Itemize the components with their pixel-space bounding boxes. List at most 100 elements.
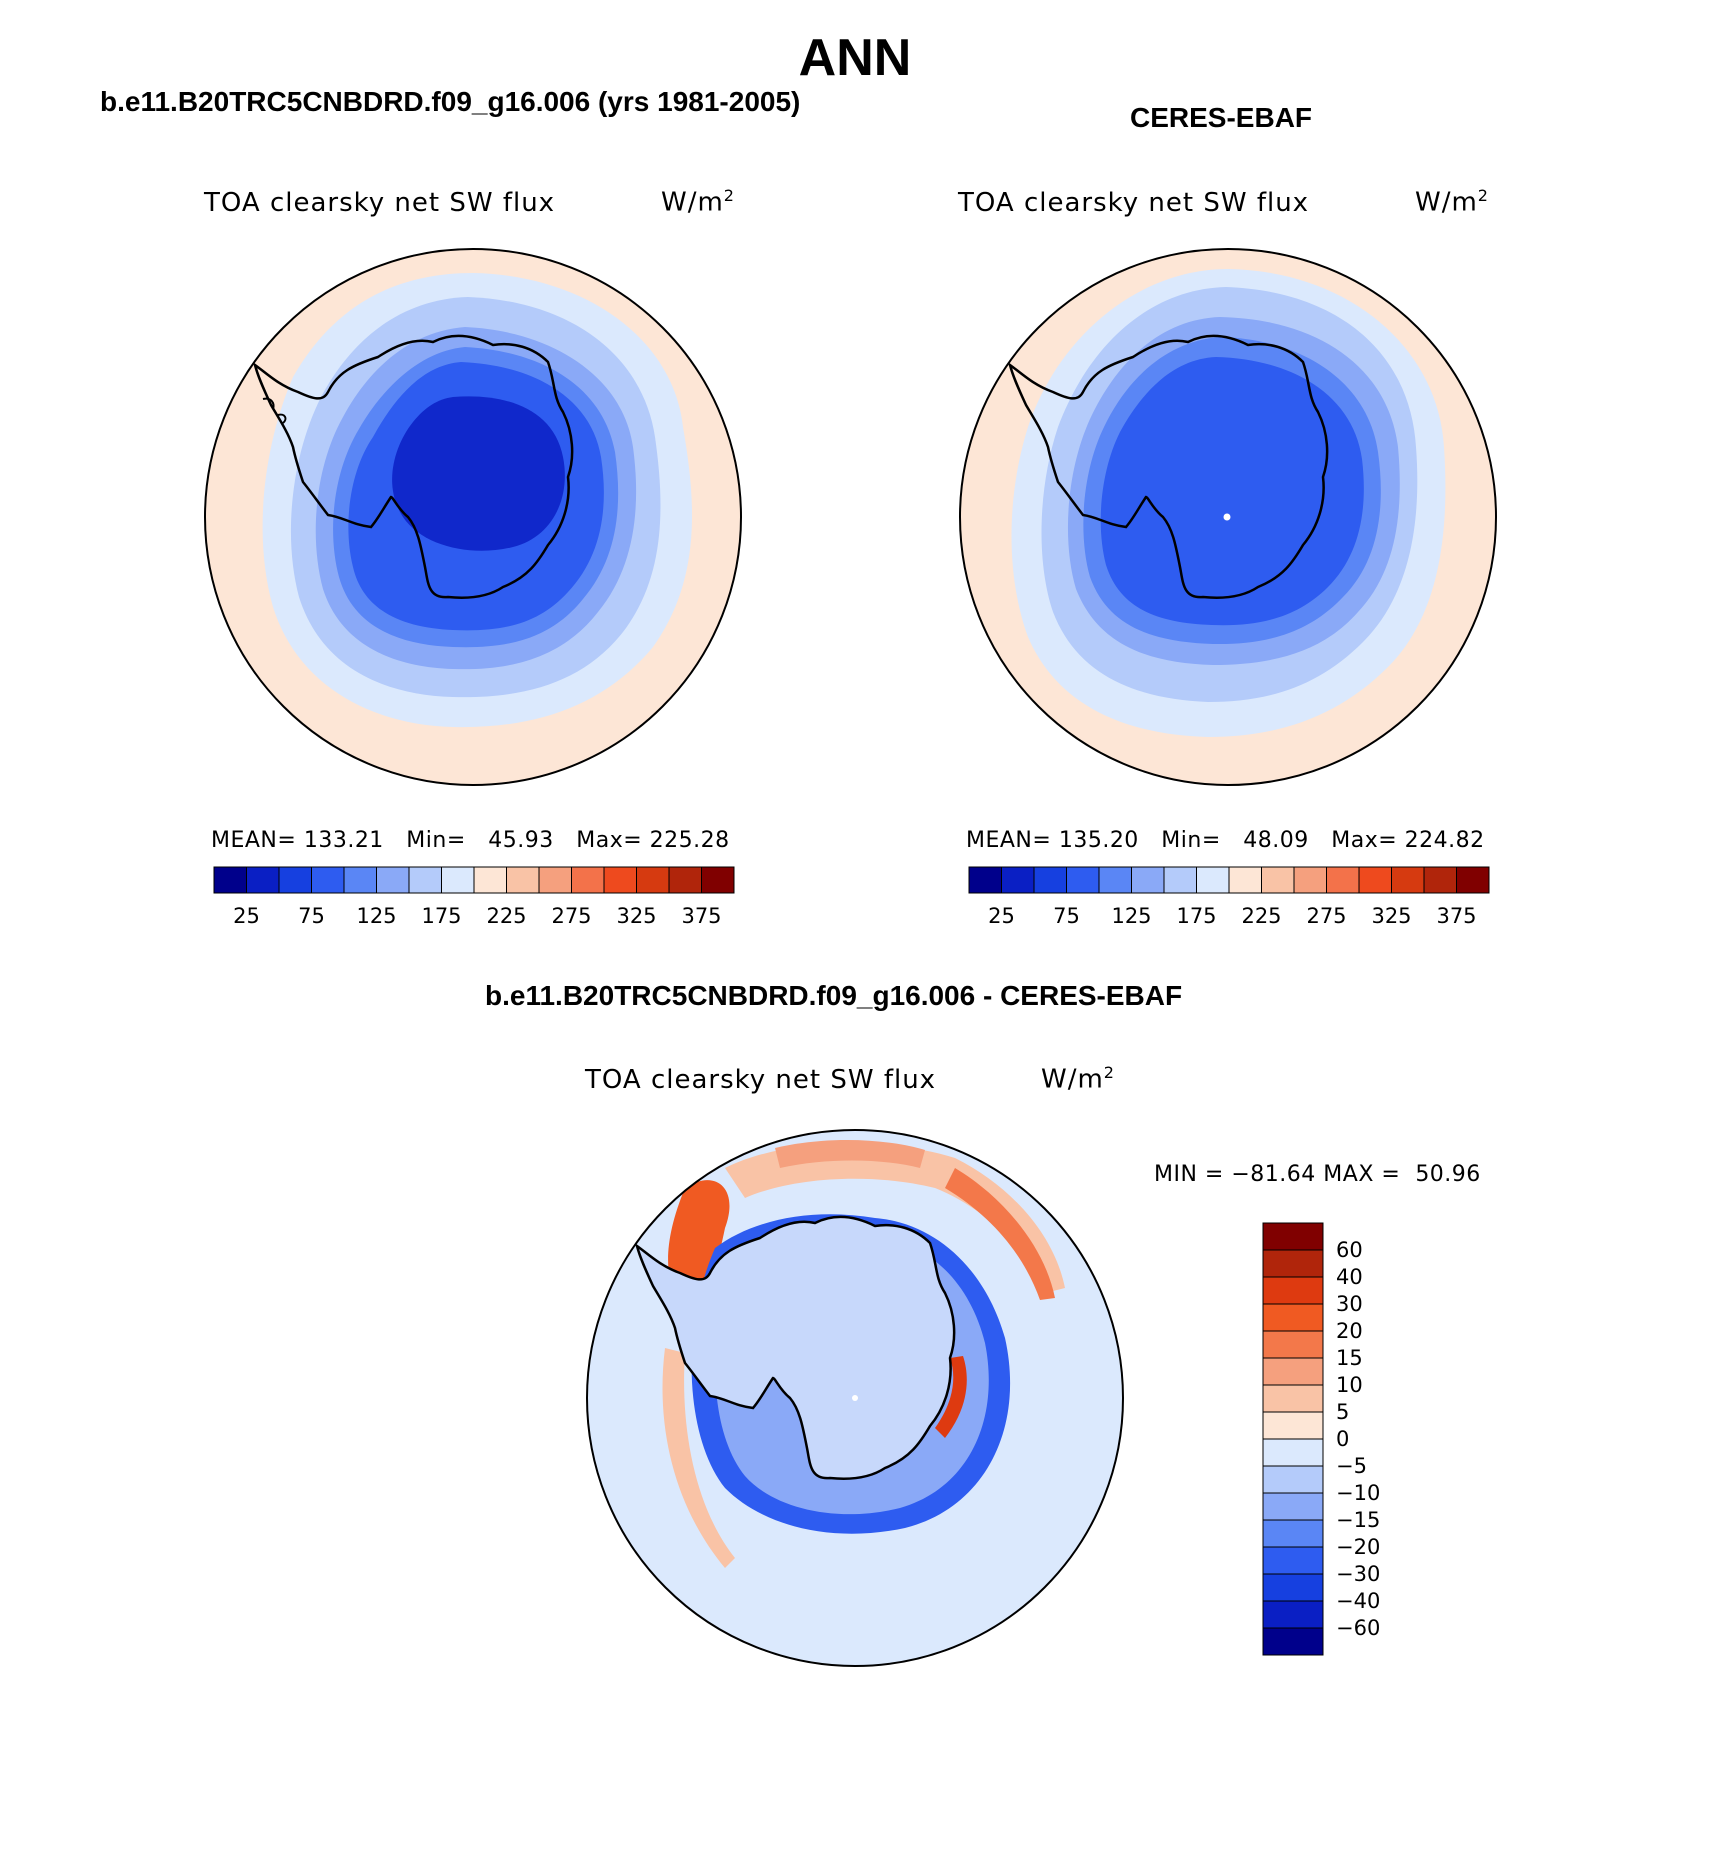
colorbar-tick-label: −30 — [1336, 1562, 1380, 1586]
panel-model-variable: TOA clearsky net SW flux — [204, 188, 556, 218]
map-boundary — [586, 1129, 1124, 1667]
colorbar-cell — [311, 866, 345, 894]
colorbar-cell — [1456, 866, 1490, 894]
colorbar-cell — [1262, 1627, 1324, 1656]
field-band-50 — [392, 396, 565, 551]
colorbar-cell — [1262, 1519, 1324, 1548]
colorbar-cell — [1262, 1330, 1324, 1359]
pole-marker — [1223, 513, 1231, 521]
colorbar-cell — [1262, 1276, 1324, 1305]
colorbar-tick-label: 325 — [616, 904, 656, 928]
panel-model-colorbar: 25 75 125 175 225 275 325 375 — [213, 866, 735, 928]
colorbar-tick-label: 25 — [988, 904, 1015, 928]
colorbar-tick-label: 125 — [356, 904, 396, 928]
colorbar-cell — [1098, 866, 1132, 894]
colorbar-cell — [636, 866, 670, 894]
colorbar-tick-label: 75 — [298, 904, 325, 928]
field-positive-west-arc — [662, 1348, 735, 1568]
colorbar-cell — [473, 866, 507, 894]
colorbar-tick-label: 15 — [1336, 1346, 1363, 1370]
colorbar-tick-label: 40 — [1336, 1265, 1363, 1289]
colorbar-cell — [1066, 866, 1100, 894]
colorbar-cell — [1163, 866, 1197, 894]
colorbar-cell — [1326, 866, 1360, 894]
panel-model-map — [204, 248, 742, 786]
panel-model-units: W/m2 — [661, 186, 735, 218]
colorbar-tick-label: −5 — [1336, 1454, 1367, 1478]
colorbar-tick-label: 30 — [1336, 1292, 1363, 1316]
colorbar-tick-label: −10 — [1336, 1481, 1380, 1505]
colorbar-cell — [1262, 1222, 1324, 1251]
colorbar-cell — [668, 866, 702, 894]
colorbar-tick-label: −40 — [1336, 1589, 1380, 1613]
colorbar-cell — [278, 866, 312, 894]
panel-obs-colorbar: 25 75 125 175 225 275 325 375 — [968, 866, 1490, 928]
panel-obs-title: CERES-EBAF — [1130, 102, 1313, 133]
panel-obs-variable: TOA clearsky net SW flux — [958, 188, 1310, 218]
colorbar-tick-label: 25 — [233, 904, 260, 928]
colorbar-cell — [1262, 1384, 1324, 1413]
colorbar-cell — [1262, 1303, 1324, 1332]
colorbar-cell — [1001, 866, 1035, 894]
panel-diff-map — [586, 1129, 1124, 1667]
field-antarctica-interior — [637, 1216, 955, 1479]
field-band-75 — [1100, 357, 1364, 626]
colorbar-cell — [1033, 866, 1067, 894]
antarctica-coastline — [1007, 334, 1329, 599]
colorbar-cell — [376, 866, 410, 894]
colorbar-cell — [538, 866, 572, 894]
field-positive-outer-ring — [725, 1143, 1065, 1293]
panel-diff-units: W/m2 — [1041, 1063, 1115, 1095]
colorbar-cell — [1391, 866, 1425, 894]
colorbar-tick-label: 375 — [1436, 904, 1476, 928]
colorbar-cell — [1262, 1438, 1324, 1467]
colorbar-tick-label: 225 — [1241, 904, 1281, 928]
pole-marker — [852, 1395, 858, 1401]
colorbar-cell — [1262, 1492, 1324, 1521]
page-title: ANN — [798, 29, 912, 87]
colorbar-cell — [343, 866, 377, 894]
colorbar-cell — [1131, 866, 1165, 894]
colorbar-cell — [1196, 866, 1230, 894]
colorbar-cell — [1293, 866, 1327, 894]
colorbar-tick-label: 375 — [681, 904, 721, 928]
panel-diff-variable: TOA clearsky net SW flux — [585, 1065, 937, 1095]
colorbar-tick-label: 0 — [1336, 1427, 1349, 1451]
field-positive-top-band — [775, 1139, 925, 1168]
colorbar-tick-label: 60 — [1336, 1238, 1363, 1262]
colorbar-cell — [408, 866, 442, 894]
colorbar-cell — [246, 866, 280, 894]
map-boundary — [204, 248, 742, 786]
colorbar-cell — [1262, 1357, 1324, 1386]
panel-diff-minmax: MIN = −81.64 MAX = 50.96 — [1154, 1162, 1481, 1187]
panel-obs-units: W/m2 — [1415, 186, 1489, 218]
panel-diff-colorbar: 60 40 30 20 15 10 5 0 −5 −10 −15 −20 −30 −40 −60 — [1262, 1222, 1380, 1656]
panel-diff-title: b.e11.B20TRC5CNBDRD.f09_g16.006 - CERES-… — [485, 980, 1183, 1011]
colorbar-cell — [1423, 866, 1457, 894]
colorbar-tick-label: 175 — [1176, 904, 1216, 928]
colorbar-cell — [1262, 1411, 1324, 1440]
colorbar-cell — [1262, 1249, 1324, 1278]
colorbar-tick-label: 20 — [1336, 1319, 1363, 1343]
panel-model-stats: MEAN= 133.21 Min= 45.93 Max= 225.28 — [211, 828, 730, 853]
colorbar-cell — [1358, 866, 1392, 894]
colorbar-tick-label: 175 — [421, 904, 461, 928]
panel-obs-map — [959, 248, 1497, 786]
colorbar-cell — [701, 866, 735, 894]
peninsula-islands — [262, 397, 287, 424]
panel-model-title: b.e11.B20TRC5CNBDRD.f09_g16.006 (yrs 198… — [100, 86, 801, 117]
colorbar-tick-label: 125 — [1111, 904, 1151, 928]
colorbar-cell — [1262, 1573, 1324, 1602]
colorbar-cell — [1262, 1600, 1324, 1629]
colorbar-cell — [1262, 1546, 1324, 1575]
antarctica-coastline — [252, 334, 574, 599]
colorbar-cell — [213, 866, 247, 894]
colorbar-tick-label: 325 — [1371, 904, 1411, 928]
colorbar-cell — [441, 866, 475, 894]
colorbar-tick-label: −60 — [1336, 1616, 1380, 1640]
colorbar-cell — [968, 866, 1002, 894]
colorbar-tick-label: 5 — [1336, 1400, 1349, 1424]
colorbar-cell — [1228, 866, 1262, 894]
panel-obs-stats: MEAN= 135.20 Min= 48.09 Max= 224.82 — [966, 828, 1485, 853]
colorbar-tick-label: 275 — [1306, 904, 1346, 928]
